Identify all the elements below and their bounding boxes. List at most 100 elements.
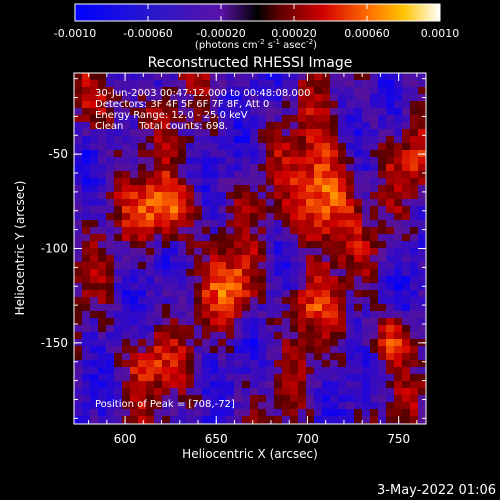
image-pixel (338, 276, 347, 284)
image-pixel (82, 346, 91, 354)
image-pixel (218, 262, 227, 270)
image-pixel (218, 248, 227, 256)
image-pixel (170, 150, 179, 158)
image-pixel (362, 346, 371, 354)
image-pixel (370, 318, 379, 326)
image-pixel (122, 325, 131, 333)
image-pixel (194, 157, 203, 165)
image-pixel (266, 255, 275, 263)
image-pixel (138, 409, 147, 417)
image-pixel (266, 227, 275, 235)
image-pixel (122, 185, 131, 193)
image-pixel (306, 192, 315, 200)
image-pixel (290, 101, 299, 109)
image-pixel (242, 80, 251, 88)
image-pixel (410, 269, 419, 277)
image-pixel (122, 311, 131, 319)
image-pixel (122, 234, 131, 242)
image-pixel (186, 395, 195, 403)
image-pixel (162, 255, 171, 263)
image-pixel (258, 220, 267, 228)
image-pixel (282, 234, 291, 242)
image-pixel (226, 122, 235, 130)
image-pixel (210, 346, 219, 354)
image-pixel (418, 122, 426, 130)
image-pixel (186, 199, 195, 207)
image-pixel (146, 395, 155, 403)
timestamp-footer: 3-May-2022 01:06 (377, 483, 496, 498)
image-pixel (146, 262, 155, 270)
image-pixel (418, 304, 426, 312)
image-pixel (82, 115, 91, 123)
image-pixel (122, 416, 131, 424)
image-pixel (82, 213, 91, 221)
image-pixel (138, 381, 147, 389)
image-pixel (146, 297, 155, 305)
image-pixel (370, 136, 379, 144)
image-pixel (330, 143, 339, 151)
image-pixel (162, 220, 171, 228)
image-pixel (154, 276, 163, 284)
image-pixel (90, 73, 99, 81)
image-pixel (258, 94, 267, 102)
image-pixel (346, 115, 355, 123)
image-pixel (202, 241, 211, 249)
image-pixel (186, 73, 195, 81)
image-pixel (306, 129, 315, 137)
image-pixel (274, 234, 283, 242)
image-pixel (402, 227, 411, 235)
image-pixel (282, 325, 291, 333)
image-pixel (290, 185, 299, 193)
image-pixel (130, 402, 139, 410)
image-pixel (178, 157, 187, 165)
image-pixel (298, 360, 307, 368)
image-pixel (210, 101, 219, 109)
image-pixel (234, 136, 243, 144)
image-pixel (234, 192, 243, 200)
image-pixel (338, 409, 347, 417)
image-pixel (186, 416, 195, 424)
image-pixel (298, 416, 307, 424)
image-pixel (410, 157, 419, 165)
image-pixel (346, 304, 355, 312)
image-pixel (362, 262, 371, 270)
image-pixel (386, 73, 395, 81)
image-pixel (202, 73, 211, 81)
image-pixel (154, 339, 163, 347)
image-pixel (274, 220, 283, 228)
image-pixel (250, 143, 259, 151)
image-pixel (178, 87, 187, 95)
image-pixel (138, 290, 147, 298)
image-pixel (146, 416, 155, 424)
image-pixel (314, 164, 323, 172)
image-pixel (394, 332, 403, 340)
image-pixel (314, 143, 323, 151)
image-pixel (410, 213, 419, 221)
image-pixel (250, 234, 259, 242)
image-pixel (242, 248, 251, 256)
image-pixel (106, 332, 115, 340)
image-pixel (122, 220, 131, 228)
image-pixel (410, 395, 419, 403)
image-pixel (410, 409, 419, 417)
image-pixel (290, 115, 299, 123)
image-pixel (90, 360, 99, 368)
image-pixel (250, 206, 259, 214)
image-pixel (82, 290, 91, 298)
image-pixel (138, 276, 147, 284)
image-pixel (170, 374, 179, 382)
image-pixel (90, 290, 99, 298)
image-pixel (74, 122, 83, 130)
image-pixel (138, 185, 147, 193)
image-pixel (226, 311, 235, 319)
image-pixel (298, 213, 307, 221)
image-pixel (82, 220, 91, 228)
image-pixel (410, 255, 419, 263)
image-pixel (330, 227, 339, 235)
image-pixel (242, 227, 251, 235)
image-pixel (178, 304, 187, 312)
image-pixel (226, 304, 235, 312)
image-pixel (394, 80, 403, 88)
image-pixel (122, 318, 131, 326)
image-pixel (402, 255, 411, 263)
